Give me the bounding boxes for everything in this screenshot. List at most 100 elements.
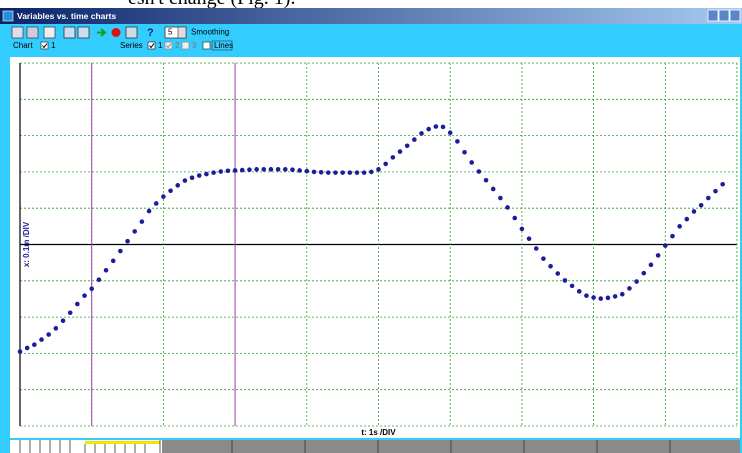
data-point bbox=[627, 286, 632, 291]
series-number: 2 bbox=[175, 41, 180, 50]
data-point bbox=[397, 149, 403, 154]
help-button[interactable]: ? bbox=[147, 27, 154, 39]
data-point bbox=[376, 167, 381, 172]
export-button[interactable] bbox=[125, 26, 138, 39]
print-button[interactable] bbox=[26, 26, 39, 39]
data-point bbox=[555, 271, 561, 276]
data-point bbox=[254, 167, 259, 172]
data-point bbox=[612, 294, 618, 299]
data-point bbox=[698, 202, 704, 208]
lines-checkbox[interactable] bbox=[202, 41, 211, 50]
spinner-arrows[interactable] bbox=[177, 26, 187, 39]
data-point bbox=[505, 205, 510, 210]
data-point bbox=[239, 167, 245, 173]
data-point bbox=[598, 296, 604, 301]
data-point bbox=[655, 253, 661, 258]
data-point bbox=[347, 170, 353, 175]
data-point bbox=[196, 173, 202, 178]
chart-panel bbox=[10, 57, 740, 438]
data-point bbox=[412, 137, 417, 142]
data-point bbox=[469, 160, 475, 165]
data-point bbox=[619, 291, 625, 297]
data-point bbox=[103, 267, 109, 273]
data-point bbox=[512, 215, 518, 221]
data-point bbox=[261, 167, 267, 172]
strip-background bbox=[10, 440, 740, 453]
data-point bbox=[584, 293, 589, 298]
data-point bbox=[390, 155, 396, 160]
data-point bbox=[24, 345, 30, 351]
data-point bbox=[333, 170, 338, 175]
record-button[interactable] bbox=[111, 28, 121, 37]
data-point bbox=[17, 349, 23, 354]
data-point bbox=[89, 286, 94, 292]
data-point bbox=[189, 175, 195, 181]
minimize-button[interactable] bbox=[707, 9, 719, 22]
data-point bbox=[498, 195, 503, 201]
data-point bbox=[132, 229, 138, 234]
data-point bbox=[462, 149, 467, 155]
data-point bbox=[204, 171, 209, 177]
data-point bbox=[648, 262, 654, 268]
data-point bbox=[268, 167, 274, 172]
series-number: 3 bbox=[192, 41, 197, 50]
data-point bbox=[476, 169, 482, 174]
series-number: 1 bbox=[158, 41, 163, 50]
data-point bbox=[433, 124, 439, 129]
chart-checkbox[interactable] bbox=[40, 41, 49, 50]
data-point bbox=[75, 301, 80, 307]
data-point bbox=[218, 169, 224, 174]
smoothing-label: Smoothing bbox=[191, 28, 229, 37]
data-point bbox=[110, 258, 116, 264]
copy-button[interactable] bbox=[11, 26, 24, 39]
data-point bbox=[275, 167, 281, 172]
data-point bbox=[46, 332, 51, 337]
zoom-button[interactable] bbox=[63, 26, 76, 39]
strip-dividers bbox=[19, 440, 671, 453]
data-point bbox=[53, 326, 59, 331]
data-point bbox=[39, 337, 44, 342]
series-label: Series bbox=[120, 41, 143, 50]
check-mark bbox=[149, 43, 155, 49]
data-point bbox=[713, 188, 718, 194]
data-point bbox=[569, 283, 575, 289]
plot-area: x: 0.1m /DIV t: 1s /DIV bbox=[17, 62, 738, 437]
data-point bbox=[670, 233, 675, 239]
series-checkbox[interactable] bbox=[181, 41, 190, 50]
caption-fragment: esn't change (Fig. 1). bbox=[128, 0, 295, 9]
data-point bbox=[691, 209, 697, 214]
data-point bbox=[562, 278, 568, 283]
data-point bbox=[247, 167, 252, 173]
data-point bbox=[232, 168, 238, 173]
data-point bbox=[533, 246, 539, 251]
data-point bbox=[125, 238, 130, 244]
data-point bbox=[96, 277, 102, 283]
toolbar: ? 5 Smoothing Chart 1 Series 1 2 3 Lines bbox=[11, 26, 233, 51]
series-checkbox[interactable] bbox=[164, 41, 173, 50]
check-mark bbox=[166, 43, 172, 49]
series-checkbox[interactable] bbox=[147, 41, 156, 50]
window-controls bbox=[707, 9, 741, 22]
data-point bbox=[326, 170, 331, 175]
clear-button[interactable] bbox=[43, 26, 56, 39]
fit-button[interactable] bbox=[77, 26, 90, 39]
data-point bbox=[663, 243, 668, 248]
data-point bbox=[483, 177, 489, 183]
data-point bbox=[161, 194, 166, 199]
data-point bbox=[318, 169, 324, 175]
data-point bbox=[211, 170, 216, 175]
data-point bbox=[304, 168, 310, 174]
data-point bbox=[641, 270, 647, 276]
play-button[interactable] bbox=[97, 28, 107, 37]
data-point bbox=[490, 186, 496, 192]
data-point bbox=[426, 126, 431, 132]
data-point bbox=[677, 224, 682, 229]
data-point bbox=[60, 318, 66, 324]
maximize-button[interactable] bbox=[718, 9, 730, 22]
chart-number: 1 bbox=[51, 41, 56, 50]
close-button[interactable] bbox=[729, 9, 741, 22]
data-point bbox=[684, 216, 690, 222]
data-point bbox=[706, 195, 711, 201]
title-bar bbox=[0, 8, 742, 24]
data-point bbox=[340, 170, 345, 175]
